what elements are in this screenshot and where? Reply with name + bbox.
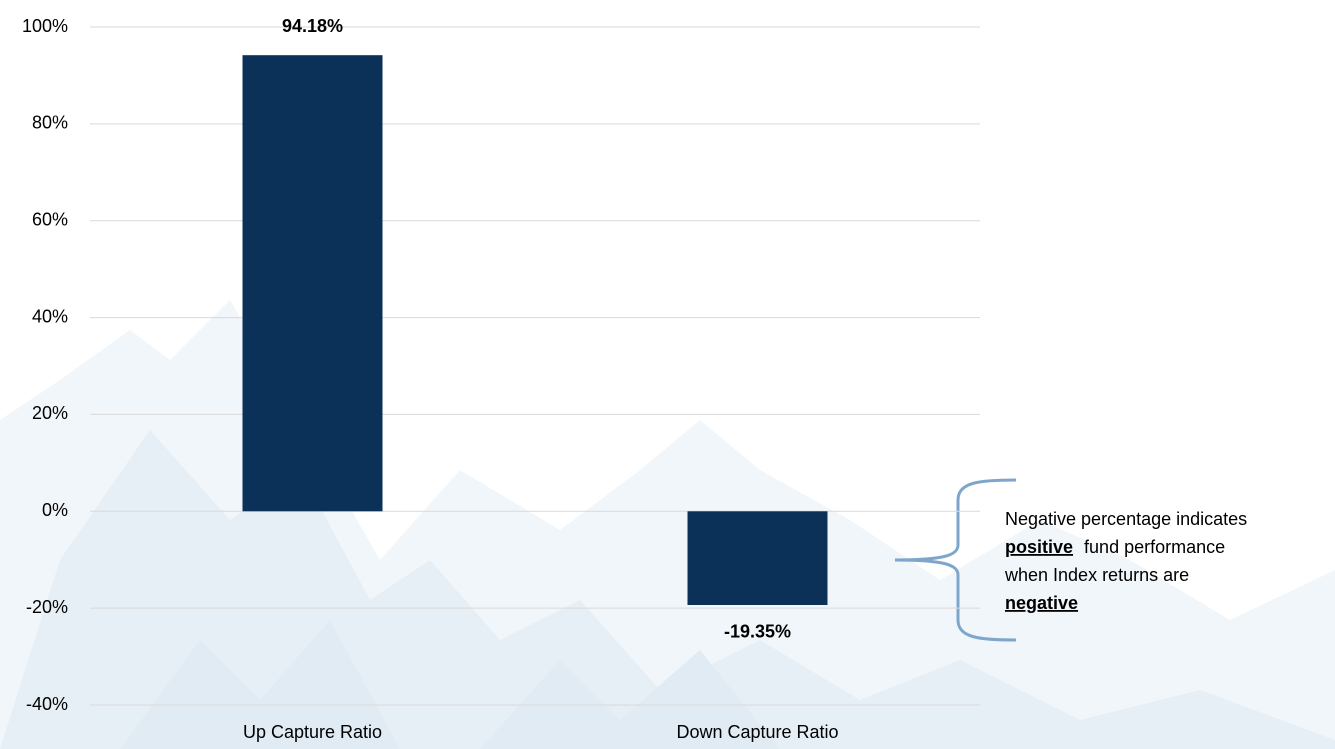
annotation: Negative percentage indicates positive f… bbox=[1004, 509, 1252, 613]
y-tick-label: 0% bbox=[42, 500, 68, 520]
annotation-text: Negative percentage indicates bbox=[1005, 509, 1247, 529]
annotation-text: when Index returns are bbox=[1004, 565, 1189, 585]
annotation-emphasis: positive bbox=[1005, 537, 1073, 557]
annotation-brace bbox=[894, 478, 1017, 642]
bar bbox=[242, 55, 383, 512]
x-tick-label: Up Capture Ratio bbox=[243, 722, 382, 742]
y-tick-label: 80% bbox=[32, 113, 68, 133]
y-tick-label: -20% bbox=[26, 597, 68, 617]
y-tick-label: 40% bbox=[32, 306, 68, 326]
x-tick-label: Down Capture Ratio bbox=[676, 722, 838, 742]
y-tick-label: -40% bbox=[26, 694, 68, 714]
value-label: -19.35% bbox=[724, 622, 791, 642]
annotation-text: fund performance bbox=[1084, 537, 1225, 557]
y-tick-label: 20% bbox=[32, 403, 68, 423]
y-tick-label: 100% bbox=[22, 16, 68, 36]
background-mountains bbox=[0, 300, 1335, 749]
y-tick-label: 60% bbox=[32, 209, 68, 229]
value-label: 94.18% bbox=[282, 16, 343, 36]
annotation-emphasis: negative bbox=[1005, 593, 1078, 613]
bar bbox=[687, 511, 828, 605]
